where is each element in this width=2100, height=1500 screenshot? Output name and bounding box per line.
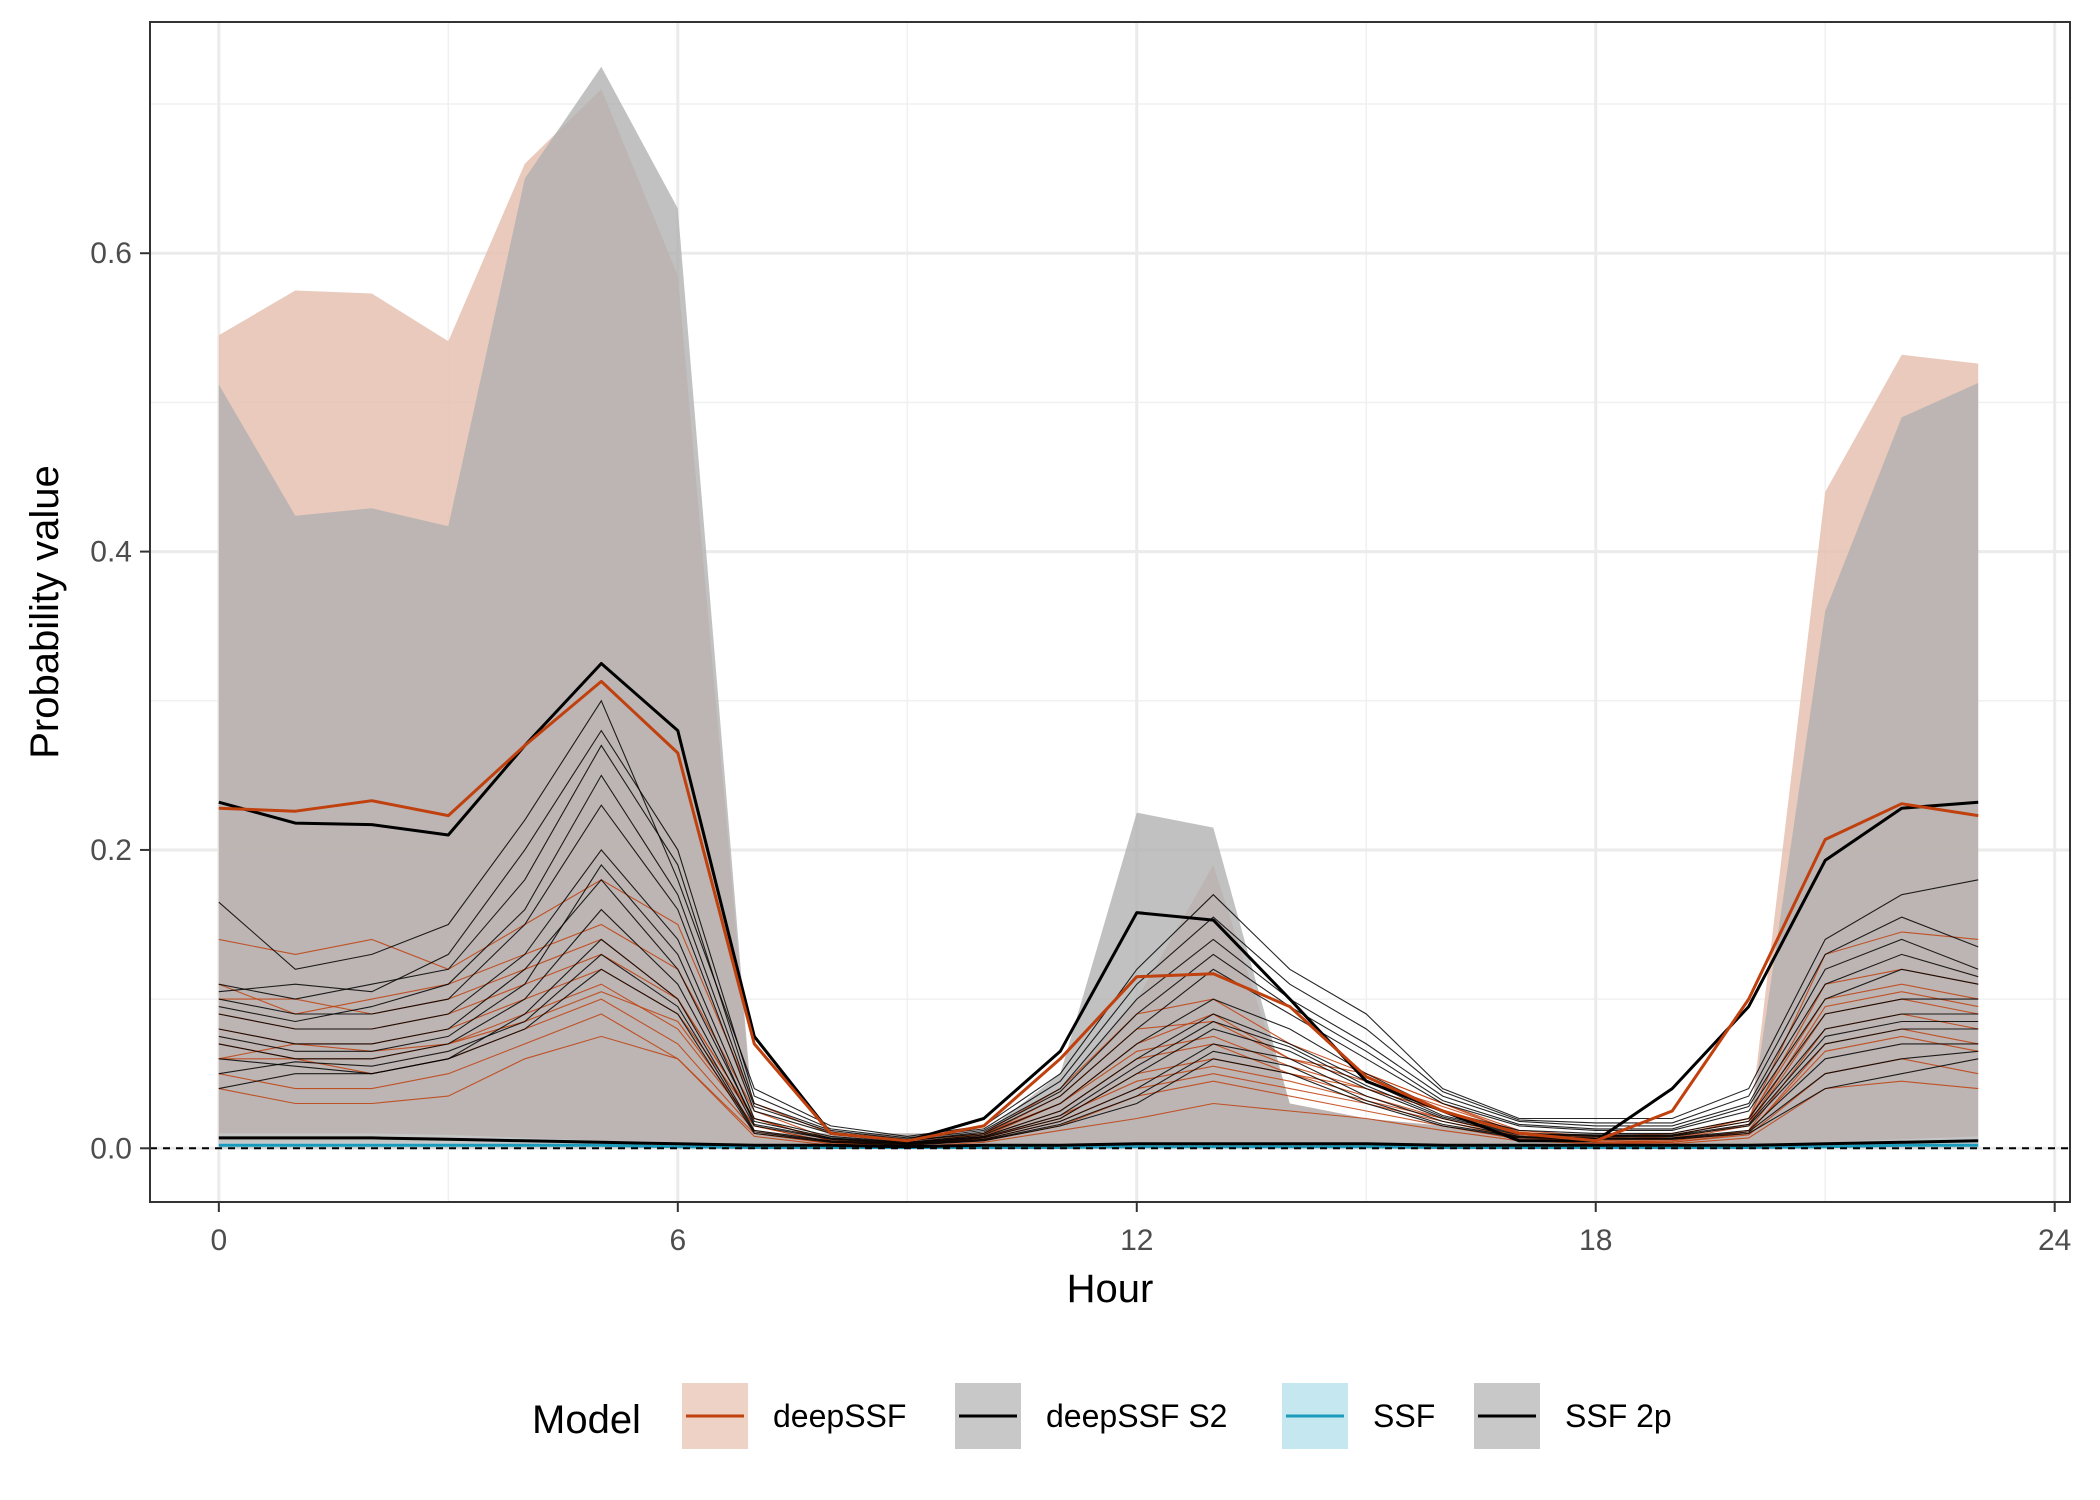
x-tick-label: 12 (1120, 1224, 1153, 1257)
individual-line-deepssf-s2 (218, 744, 1979, 1140)
legend-label: deepSSF (773, 1398, 906, 1434)
individual-line-deepssf-s2 (218, 878, 1979, 1143)
mean-line-deepssf-s2 (218, 662, 1979, 1143)
individual-line-deepssf-s2 (218, 699, 1979, 1137)
individual-line-deepssf-s2 (218, 804, 1979, 1142)
x-tick-label: 18 (1579, 1224, 1612, 1257)
individual-line-deepssf-s2 (218, 849, 1979, 1143)
individual-line-deepssf-s2 (218, 908, 1979, 1145)
individual-lines (218, 699, 1979, 1148)
minor-gridlines (150, 22, 2070, 1202)
plot-panel-border (149, 21, 2071, 1203)
y-tick-label: 0.0 (90, 1132, 132, 1165)
individual-line-deepssf-s2 (218, 729, 1979, 1139)
individual-line-deepssf (218, 991, 1979, 1146)
individual-line-deepssf (218, 953, 1979, 1145)
x-axis-ticks: 0 6 12 18 24 (211, 1202, 2071, 1257)
legend-title: Model (532, 1398, 641, 1442)
x-tick-label: 24 (2038, 1224, 2071, 1257)
legend-label: SSF 2p (1565, 1398, 1672, 1434)
individual-line-deepssf-s2 (218, 774, 1979, 1142)
y-tick-label: 0.6 (90, 237, 132, 270)
y-axis-title: Probability value (23, 465, 67, 759)
x-tick-label: 0 (211, 1224, 228, 1257)
x-tick-label: 6 (669, 1224, 686, 1257)
y-tick-label: 0.2 (90, 834, 132, 867)
band-deepssf-s2 (218, 66, 1979, 1149)
individual-line-deepssf-s2 (218, 863, 1979, 1144)
x-axis-title: Hour (1067, 1267, 1154, 1311)
legend-label: SSF (1373, 1398, 1435, 1434)
individual-line-deepssf (218, 1013, 1979, 1146)
individual-line-deepssf (218, 1035, 1979, 1148)
individual-line-deepssf-s2 (218, 953, 1979, 1146)
legend-label: deepSSF S2 (1046, 1398, 1227, 1434)
individual-line-deepssf-s2 (218, 938, 1979, 1145)
y-tick-label: 0.4 (90, 536, 132, 569)
legend: Model deepSSF deepSSF S2 SSF SSF 2p (532, 1383, 1672, 1449)
mean-line-ssf-2p (218, 1136, 1979, 1149)
y-axis-ticks: 0.0 0.2 0.4 0.6 (90, 237, 150, 1165)
individual-line-deepssf-s2 (218, 968, 1979, 1146)
mean-line-deepssf (218, 679, 1979, 1143)
